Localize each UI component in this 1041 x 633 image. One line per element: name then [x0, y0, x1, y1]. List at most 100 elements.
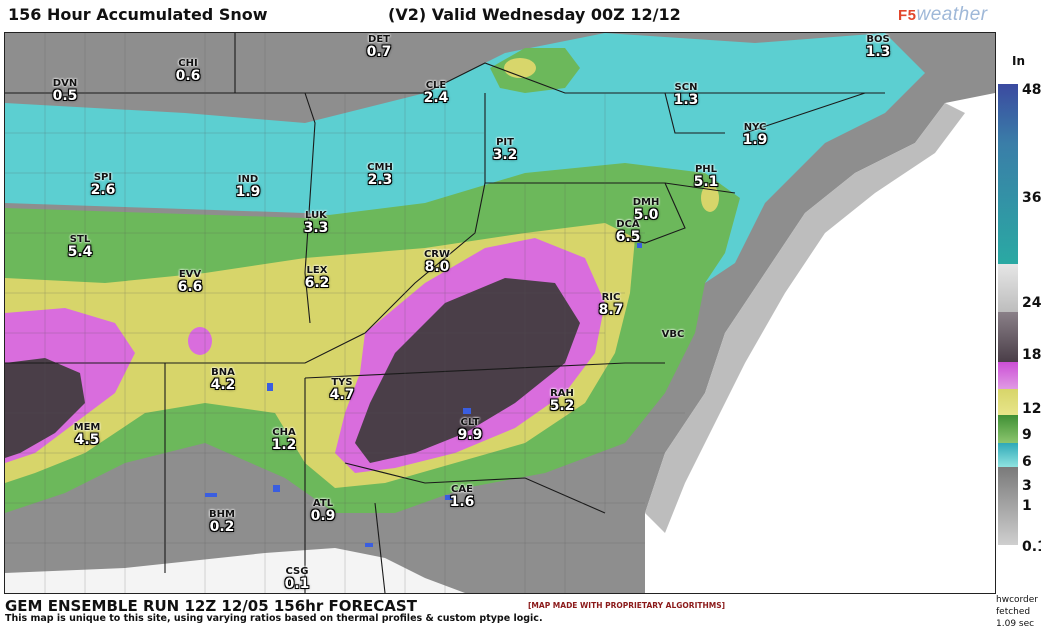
city-snow-value: 5.4	[67, 244, 93, 260]
legend-tick: 18	[1022, 347, 1041, 363]
credit-fetched: fetched	[996, 607, 1031, 617]
city-label: LEX 6.2	[304, 266, 330, 291]
forecast-run-label: GEM ENSEMBLE RUN 12Z 12/05 156hr FORECAS…	[5, 597, 417, 615]
city-code: BHM	[209, 509, 235, 520]
legend-swatch-36-48	[998, 84, 1018, 144]
city-snow-value: 2.4	[423, 90, 449, 106]
snow-6-9-lake-erie	[504, 58, 536, 78]
legend-tick: 9	[1022, 427, 1032, 443]
legend-tick: 36	[1022, 190, 1041, 206]
city-snow-value: 8.0	[424, 259, 450, 275]
ocean-band	[645, 103, 965, 533]
city-snow-value: 5.1	[693, 174, 719, 190]
city-label: DCA 6.5	[615, 219, 641, 245]
city-snow-value: 1.6	[449, 494, 475, 510]
city-label: RIC 8.7	[599, 293, 624, 318]
proprietary-note: [MAP MADE WITH PROPRIETARY ALGORITHMS]	[528, 601, 726, 610]
city-label: BHM 0.2	[209, 509, 235, 535]
city-label: IND 1.9	[235, 174, 261, 200]
city-code: VBC	[661, 329, 685, 340]
city-label: BOS 1.3	[866, 34, 891, 60]
city-code: CHI	[178, 58, 198, 69]
city-label: BNA 4.2	[210, 367, 236, 393]
city-code: DCA	[616, 219, 640, 230]
city-code: CSG	[285, 566, 309, 577]
snow-map-canvas	[5, 33, 995, 593]
city-snow-value: 4.7	[329, 387, 355, 403]
city-label: SCN 1.3	[673, 82, 699, 108]
city-snow-value: 6.5	[615, 229, 641, 245]
snow-9-12-spot	[188, 327, 212, 355]
city-snow-value: 4.2	[210, 377, 236, 393]
city-code: SCN	[674, 82, 698, 93]
city-snow-value: 1.9	[742, 132, 768, 148]
legend-swatch-24-36	[998, 144, 1018, 264]
city-code: NYC	[743, 122, 767, 133]
city-snow-value: 2.6	[90, 182, 116, 198]
city-snow-value: 1.3	[673, 92, 699, 108]
city-code: IND	[237, 174, 259, 185]
legend-tick: 0.1	[1022, 539, 1041, 555]
city-snow-value: 0.1	[284, 576, 310, 592]
title-bar: 156 Hour Accumulated Snow (V2) Valid Wed…	[0, 0, 1041, 32]
city-label: CRW 8.0	[424, 250, 450, 275]
city-code: DVN	[52, 78, 78, 89]
city-code: BOS	[866, 34, 890, 45]
city-snow-value: 1.9	[235, 184, 261, 200]
city-code: CLT	[460, 417, 480, 428]
city-code: ATL	[312, 498, 334, 509]
legend-tick: 48	[1022, 82, 1041, 98]
legend-tick: 24	[1022, 295, 1041, 311]
city-label: CLE 2.4	[423, 81, 449, 106]
city-code: DET	[368, 34, 390, 45]
legend-swatch-0.1-1	[998, 467, 1018, 545]
legend-swatch-12-18	[998, 312, 1018, 362]
city-label: CMH 2.3	[367, 162, 393, 188]
snow-6-9-philly	[701, 184, 719, 212]
city-code: BNA	[211, 367, 235, 378]
city-label: PHL 5.1	[693, 165, 719, 190]
city-snow-value: 5.2	[549, 398, 575, 414]
city-label: CAE 1.6	[449, 485, 475, 510]
city-label: VBC	[662, 330, 685, 340]
city-snow-value: 3.3	[303, 220, 329, 236]
city-code: CMH	[367, 162, 393, 173]
legend-tick: 12	[1022, 401, 1041, 417]
no-snow-area-southeast	[645, 93, 995, 593]
brand-name: weather	[916, 4, 988, 25]
city-code: LUK	[305, 210, 327, 221]
legend-swatch-3-6	[998, 415, 1018, 443]
city-snow-value: 0.7	[366, 44, 392, 60]
legend-tick: 3	[1022, 478, 1032, 494]
snow-map: DET 0.7 CHI 0.6 DVN 0.5 CLE 2.4 BOS 1.3 …	[4, 32, 996, 594]
city-label: CLT 9.9	[457, 417, 483, 443]
county-borders	[5, 33, 685, 593]
city-label: CHI 0.6	[175, 58, 201, 84]
city-snow-value: 9.9	[457, 427, 483, 443]
city-snow-value: 0.6	[175, 68, 201, 84]
city-snow-value: 0.5	[52, 88, 78, 104]
city-snow-value: 4.5	[74, 432, 100, 448]
city-snow-value: 5.0	[633, 207, 659, 223]
legend-tick: 6	[1022, 454, 1032, 470]
city-label: TYS 4.7	[329, 378, 355, 403]
city-code: STL	[69, 234, 91, 245]
city-code: MEM	[73, 422, 101, 433]
city-label: NYC 1.9	[742, 122, 768, 148]
credit-time: 1.09 sec	[996, 619, 1035, 629]
state-borders	[5, 33, 885, 593]
city-code: EVV	[178, 269, 202, 280]
city-label: EVV 6.6	[178, 269, 203, 295]
brand-logo[interactable]: F5weather	[898, 4, 988, 26]
city-label: STL 5.4	[67, 234, 93, 260]
disclaimer-text: This map is unique to this site, using v…	[5, 613, 543, 624]
city-code: PIT	[496, 137, 514, 148]
city-snow-value: 6.2	[304, 275, 330, 291]
city-code: DMH	[632, 197, 660, 208]
brand-prefix: F5	[898, 7, 917, 24]
credit-box: hwcorder fetched 1.09 sec	[996, 594, 1038, 630]
city-label: SPI 2.6	[90, 173, 116, 198]
city-label: RAH 5.2	[549, 389, 575, 414]
legend-swatch-1-3	[998, 443, 1018, 467]
city-code: CHA	[272, 427, 296, 438]
